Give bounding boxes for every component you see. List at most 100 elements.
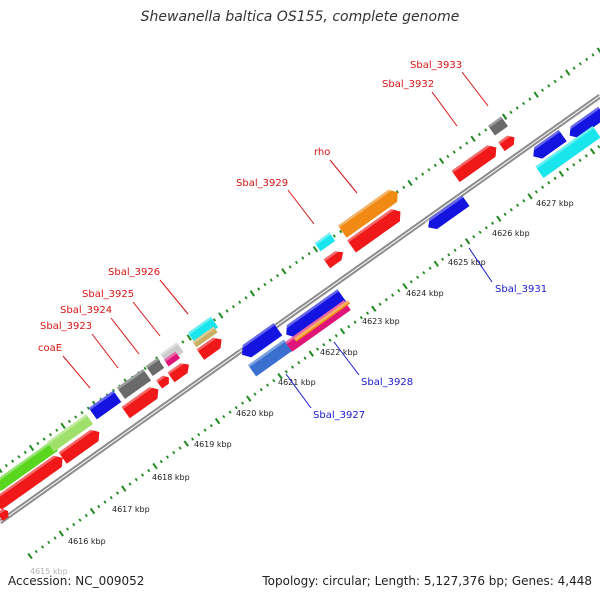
tick-mark (284, 369, 288, 374)
feature-shape (488, 116, 508, 136)
feature-sheen (121, 383, 156, 409)
gene-label: Sbal_3924 (60, 305, 112, 316)
tick-mark (433, 163, 437, 167)
tick-mark (402, 185, 406, 190)
tick-mark (553, 176, 557, 180)
feature-shape (192, 326, 218, 348)
tick-mark (42, 437, 46, 441)
feature-red (0, 507, 9, 521)
feature-red (156, 373, 169, 389)
tick-mark (522, 199, 526, 203)
tick-mark (308, 350, 314, 357)
feature-sheen (88, 390, 115, 411)
feature-shape (116, 369, 152, 399)
feature-sheen (167, 359, 187, 375)
tick-mark (509, 110, 513, 114)
tick-mark (339, 328, 346, 335)
tick-mark (332, 234, 336, 238)
feature-green (46, 414, 94, 452)
tick-mark (584, 154, 588, 158)
tick-mark (27, 552, 33, 560)
tick-mark (566, 167, 570, 171)
tick-mark (572, 163, 576, 167)
tick-mark (491, 221, 495, 225)
leader-line (461, 71, 489, 107)
feature-shape (293, 300, 351, 342)
tick-mark (238, 300, 242, 304)
feature-red (58, 426, 100, 464)
leader-line (329, 159, 358, 194)
tick-mark (541, 185, 545, 189)
feature-shape (187, 316, 219, 344)
tick-mark (152, 462, 158, 470)
scale-labels: 4615 kbp 4616 kbp 4617 kbp 4618 kbp 4619 kbp… (30, 199, 574, 576)
tick-mark (228, 410, 232, 414)
map-title: Shewanella baltica OS155, complete genom… (140, 9, 460, 25)
leader-line (62, 355, 91, 389)
tick-mark (509, 208, 513, 212)
feature-orange (337, 186, 398, 238)
tick-mark (276, 274, 280, 278)
feature-red (196, 334, 222, 360)
tick-mark (472, 235, 476, 239)
tick-mark (257, 287, 261, 291)
tick-mark (89, 507, 96, 515)
tick-mark (165, 455, 170, 459)
tick-mark (597, 145, 600, 149)
tick-mark (140, 473, 145, 477)
tick-mark (181, 340, 185, 344)
feature-shape (196, 337, 222, 360)
feature-shape (533, 129, 567, 159)
feature-red (121, 383, 159, 419)
tick-mark (547, 181, 551, 185)
scale-label-4622: 4622 kbp (320, 348, 358, 357)
tick-mark (218, 312, 224, 319)
leader-line (333, 341, 360, 376)
feature-sheen (323, 247, 342, 262)
gene-label: Sbal_3927 (313, 410, 365, 421)
tick-mark (339, 229, 343, 234)
tick-mark (183, 440, 189, 447)
feature-sheen (535, 126, 594, 169)
scale-label-4619: 4619 kbp (194, 440, 232, 449)
tick-mark (565, 69, 571, 76)
scale-label-4616: 4616 kbp (68, 537, 106, 546)
accession-text: Accession: NC_009052 (8, 574, 145, 588)
tick-mark (428, 266, 432, 270)
gene-label: Sbal_3926 (108, 267, 160, 278)
tick-mark (36, 441, 40, 446)
feature-red (347, 205, 401, 253)
tick-mark (143, 366, 147, 371)
tick-mark (67, 419, 71, 424)
tick-mark (441, 257, 445, 261)
scale-label-4618: 4618 kbp (152, 473, 190, 482)
feature-blocks (0, 106, 600, 521)
feature-blue (281, 289, 347, 338)
leader-line (159, 279, 189, 315)
feature-sheen (337, 186, 395, 228)
feature-shape (451, 145, 497, 183)
feature-sheen (237, 323, 276, 351)
feature-sheen (187, 316, 213, 335)
tick-mark (315, 347, 320, 351)
tick-mark (416, 275, 420, 279)
scale-label-4626: 4626 kbp (492, 229, 530, 238)
feature-sheen (156, 373, 168, 383)
feature-sheen (293, 300, 350, 341)
tick-mark (371, 305, 377, 312)
scale-label-4627: 4627 kbp (536, 199, 574, 208)
tick-mark (212, 318, 217, 322)
feature-red (167, 359, 189, 383)
tick-mark (446, 154, 450, 159)
tick-mark (72, 522, 76, 527)
feature-shape (163, 351, 181, 367)
feature-sheen (314, 232, 331, 246)
tick-mark (263, 282, 267, 287)
feature-shape (314, 232, 336, 252)
feature-sheen (281, 289, 339, 331)
feature-sheen (0, 507, 7, 515)
genome-summary: Topology: circular; Length: 5,127,376 bp… (262, 574, 592, 588)
feature-blue (88, 390, 122, 420)
feature-sheen (451, 141, 494, 173)
feature-shape (0, 455, 63, 510)
